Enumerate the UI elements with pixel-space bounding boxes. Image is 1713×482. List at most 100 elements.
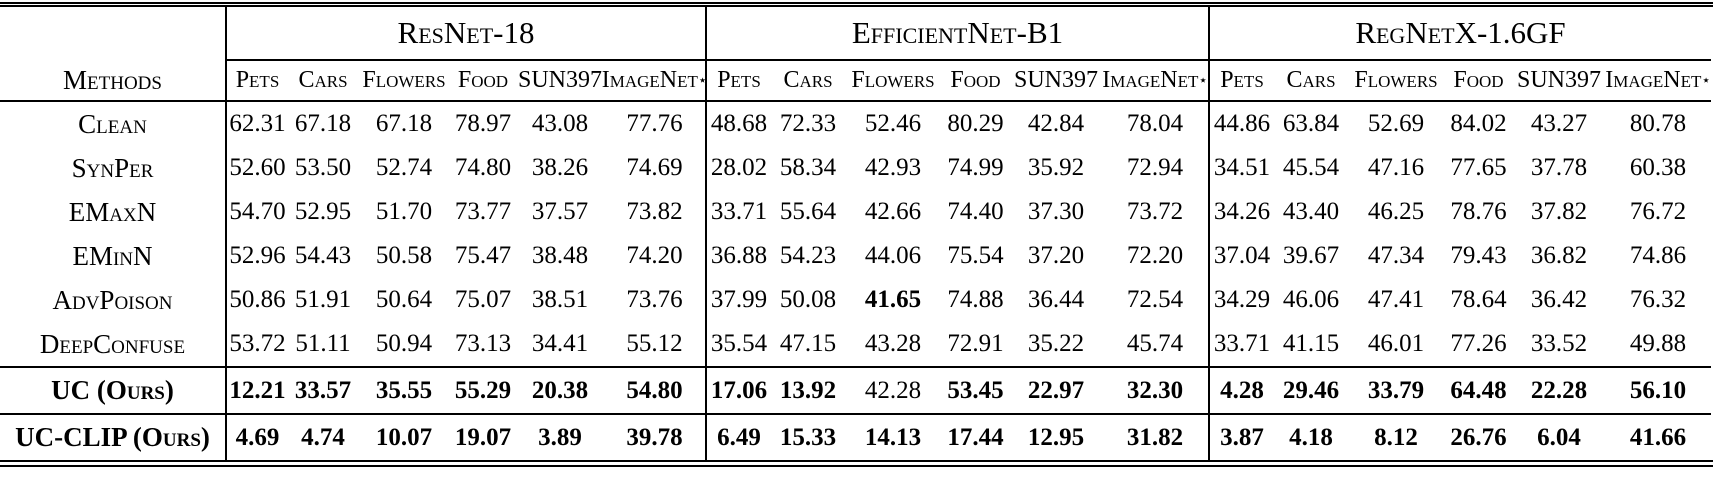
dataset-header-pets: Pets [1208, 61, 1274, 102]
score-cell: 64.48 [1444, 366, 1513, 413]
method-label: SynPer [71, 152, 154, 183]
score-cell: 4.28 [1208, 366, 1274, 413]
method-label: UC (Ours) [0, 366, 225, 413]
score-cell: 17.06 [705, 366, 771, 413]
score-cell: 6.04 [1513, 413, 1605, 460]
dataset-header-flowers: Flowers [845, 61, 941, 102]
score-cell: 50.58 [375, 242, 433, 269]
score-cell: 34.26 [1208, 190, 1274, 234]
score-cell: 41.66 [1605, 413, 1711, 460]
score-cell: 36.44 [1027, 286, 1085, 313]
methods-header: Methods [0, 61, 225, 102]
score-cell: 36.88 [705, 234, 771, 278]
score-cell: 58.34 [779, 154, 837, 181]
dataset-header-sun397: SUN397 [1513, 61, 1605, 102]
score-cell: 46.06 [1282, 286, 1340, 313]
method-label: DeepConfuse [39, 328, 186, 359]
score-cell: 44.86 [1208, 102, 1274, 146]
score-cell: 51.70 [375, 198, 433, 225]
score-cell: 55.29 [450, 366, 516, 413]
score-cell: 72.54 [1126, 286, 1184, 313]
score-cell: 51.91 [294, 286, 352, 313]
dataset-header-sun397: SUN397 [516, 61, 604, 102]
score-cell: 54.43 [294, 242, 352, 269]
score-cell: 67.18 [375, 110, 433, 137]
score-cell: 41.65 [864, 286, 922, 313]
score-cell: 53.50 [294, 154, 352, 181]
method-label: UC-CLIP (Ours) [0, 413, 225, 460]
score-cell: 52.60 [225, 146, 288, 190]
score-cell: 47.16 [1367, 154, 1425, 181]
results-table: ResNet-18 EfficientNet-B1 RegNetX-1.6GF … [0, 2, 1713, 467]
score-cell: 50.08 [779, 286, 837, 313]
score-cell: 76.72 [1629, 198, 1687, 225]
dataset-header-imagenet: ImageNet ⋆ [1102, 61, 1208, 102]
dataset-header-sun397: SUN397 [1010, 61, 1102, 102]
score-cell: 48.68 [705, 102, 771, 146]
score-cell: 39.67 [1282, 242, 1340, 269]
score-cell: 47.41 [1367, 286, 1425, 313]
score-cell: 33.52 [1530, 330, 1588, 357]
score-cell: 12.21 [225, 366, 288, 413]
score-cell: 73.82 [626, 198, 683, 225]
score-cell: 13.92 [771, 366, 845, 413]
score-cell: 31.82 [1102, 413, 1208, 460]
score-cell: 38.26 [531, 154, 589, 181]
dataset-header-flowers: Flowers [1348, 61, 1444, 102]
arch-header-regnetx-1-6gf: RegNetX-1.6GF [1208, 7, 1711, 61]
score-cell: 12.95 [1010, 413, 1102, 460]
corner-spacer [0, 7, 225, 61]
score-cell: 15.33 [771, 413, 845, 460]
dataset-header-imagenet: ImageNet ⋆ [1605, 61, 1711, 102]
method-label: Clean [78, 108, 147, 139]
score-cell: 8.12 [1348, 413, 1444, 460]
score-cell: 76.32 [1629, 286, 1687, 313]
score-cell: 41.15 [1282, 330, 1340, 357]
score-cell: 72.20 [1126, 242, 1184, 269]
score-cell: 35.92 [1027, 154, 1085, 181]
score-cell: 74.40 [947, 198, 1004, 225]
dataset-header-cars: Cars [288, 61, 358, 102]
score-cell: 78.97 [454, 110, 512, 137]
score-cell: 52.46 [864, 110, 922, 137]
score-cell: 38.48 [531, 242, 589, 269]
score-cell: 4.69 [225, 413, 288, 460]
score-cell: 33.57 [288, 366, 358, 413]
score-cell: 74.69 [626, 154, 683, 181]
score-cell: 37.57 [531, 198, 589, 225]
score-cell: 39.78 [604, 413, 705, 460]
score-cell: 42.66 [864, 198, 922, 225]
score-cell: 55.64 [779, 198, 837, 225]
score-cell: 36.42 [1530, 286, 1588, 313]
score-cell: 37.30 [1027, 198, 1085, 225]
score-cell: 33.79 [1348, 366, 1444, 413]
score-cell: 37.99 [705, 278, 771, 322]
score-cell: 74.80 [454, 154, 512, 181]
method-label: AdvPoison [52, 284, 173, 315]
score-cell: 37.82 [1530, 198, 1588, 225]
score-cell: 35.22 [1027, 330, 1085, 357]
score-cell: 54.70 [225, 190, 288, 234]
score-cell: 74.88 [947, 286, 1004, 313]
score-cell: 37.20 [1027, 242, 1085, 269]
score-cell: 84.02 [1450, 110, 1507, 137]
table-grid: ResNet-18 EfficientNet-B1 RegNetX-1.6GF … [0, 7, 1713, 460]
score-cell: 33.71 [1208, 322, 1274, 366]
score-cell: 77.76 [626, 110, 683, 137]
score-cell: 6.49 [705, 413, 771, 460]
score-cell: 4.74 [288, 413, 358, 460]
score-cell: 17.44 [941, 413, 1010, 460]
method-label: EMinN [72, 240, 153, 271]
score-cell: 72.94 [1126, 154, 1184, 181]
score-cell: 75.07 [454, 286, 512, 313]
score-cell: 43.28 [864, 330, 922, 357]
arch-header-resnet-18: ResNet-18 [225, 7, 705, 61]
score-cell: 53.72 [225, 322, 288, 366]
arch-header-efficientnet-b1: EfficientNet-B1 [705, 7, 1208, 61]
score-cell: 77.26 [1450, 330, 1507, 357]
score-cell: 43.40 [1282, 198, 1340, 225]
score-cell: 45.74 [1126, 330, 1184, 357]
score-cell: 56.10 [1605, 366, 1711, 413]
dataset-header-food: Food [450, 61, 516, 102]
score-cell: 79.43 [1450, 242, 1507, 269]
